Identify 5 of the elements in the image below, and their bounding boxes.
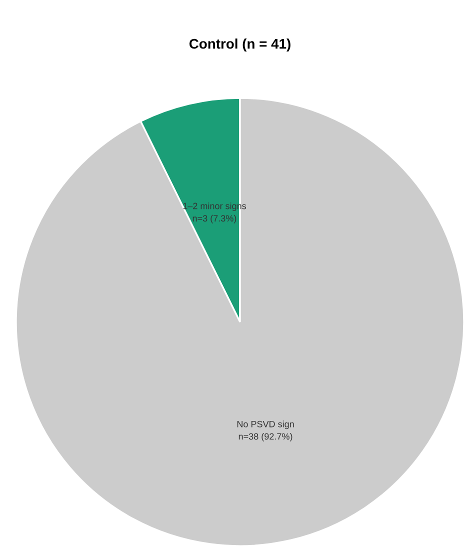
data-label: n=3 (7.3%): [192, 214, 236, 224]
chart-title: Control (n = 41): [189, 38, 290, 52]
data-label: n=38 (92.7%): [238, 433, 292, 442]
slice-label: No PSVD sign: [237, 420, 294, 430]
pie-slice: [15, 97, 465, 547]
